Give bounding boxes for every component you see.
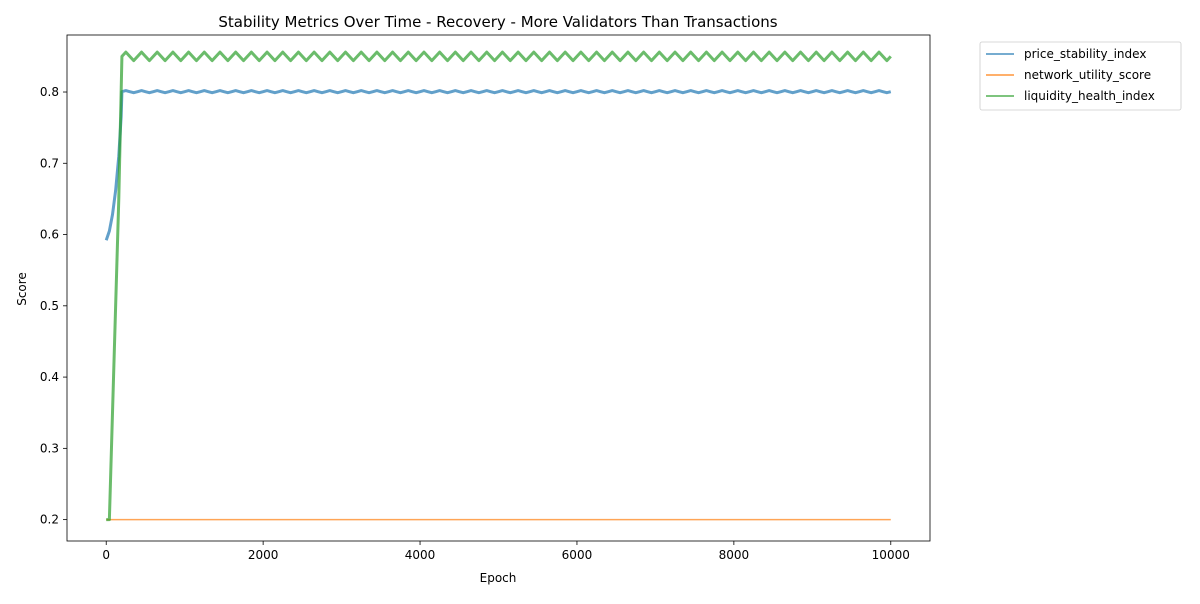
- y-axis-label: Score: [15, 272, 29, 306]
- x-tick-label: 6000: [562, 548, 593, 562]
- y-axis-ticks: 0.2 0.3 0.4 0.5 0.6 0.7 0.8: [40, 85, 67, 527]
- x-axis-ticks: 0 2000 4000 6000 8000 10000: [102, 541, 910, 562]
- x-tick-label: 4000: [405, 548, 436, 562]
- series-line-price-stability-index: [104, 89, 892, 241]
- legend: price_stability_index network_utility_sco…: [979, 41, 1182, 111]
- y-tick-label: 0.8: [40, 85, 59, 99]
- y-tick-label: 0.7: [40, 156, 59, 170]
- legend-label: liquidity_health_index: [1024, 89, 1155, 103]
- legend-label: network_utility_score: [1024, 68, 1151, 82]
- x-tick-label: 8000: [719, 548, 750, 562]
- plot-frame: [66, 34, 931, 542]
- y-tick-label: 0.4: [40, 370, 59, 384]
- legend-label: price_stability_index: [1024, 47, 1146, 61]
- y-tick-label: 0.6: [40, 228, 59, 242]
- plot-area: [67, 35, 930, 541]
- legend-frame: [979, 41, 1182, 111]
- x-tick-label: 10000: [872, 548, 910, 562]
- x-axis-label: Epoch: [480, 571, 517, 585]
- y-tick-label: 0.5: [40, 299, 59, 313]
- chart-title: Stability Metrics Over Time - Recovery -…: [218, 13, 777, 31]
- y-tick-label: 0.3: [40, 441, 59, 455]
- y-tick-label: 0.2: [40, 513, 59, 527]
- x-tick-label: 2000: [248, 548, 279, 562]
- series-line-liquidity-health-index: [106, 50, 892, 522]
- x-tick-label: 0: [102, 548, 110, 562]
- series-lines: [104, 50, 892, 522]
